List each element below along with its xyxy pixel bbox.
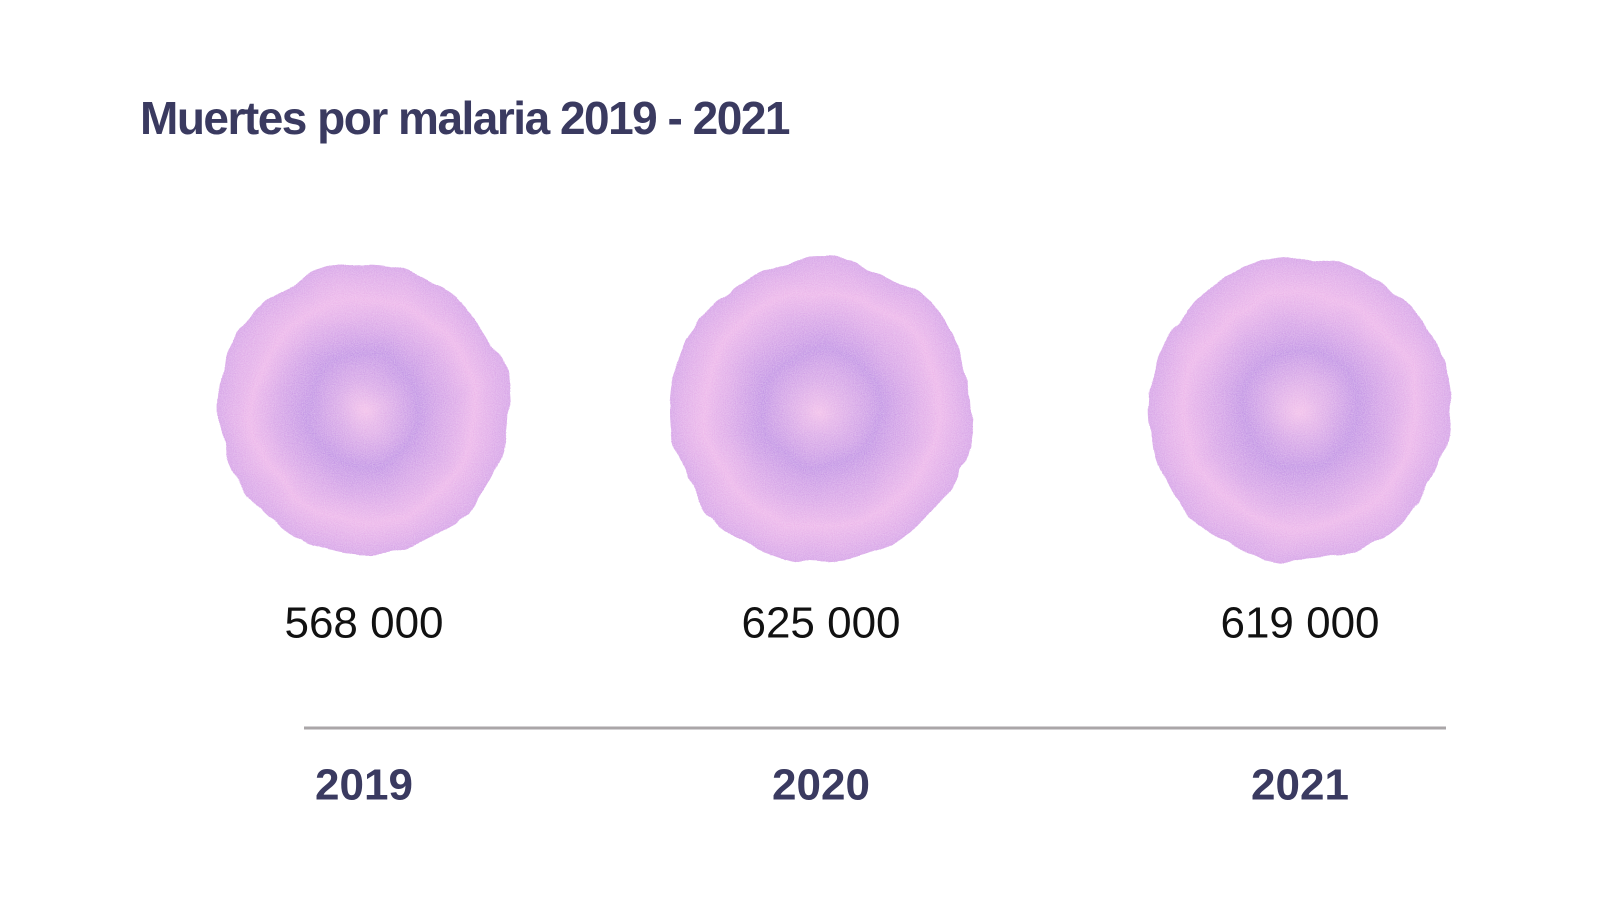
value-label: 625 000 [741, 599, 900, 648]
bubble [1148, 258, 1452, 562]
value-label: 568 000 [284, 599, 443, 648]
value-label: 619 000 [1220, 599, 1379, 648]
category-label: 2021 [1251, 761, 1349, 810]
category-label: 2019 [315, 761, 413, 810]
category-label: 2020 [772, 761, 870, 810]
chart-title: Muertes por malaria 2019 - 2021 [140, 92, 790, 144]
bubble [669, 258, 973, 562]
bubble [219, 265, 509, 555]
